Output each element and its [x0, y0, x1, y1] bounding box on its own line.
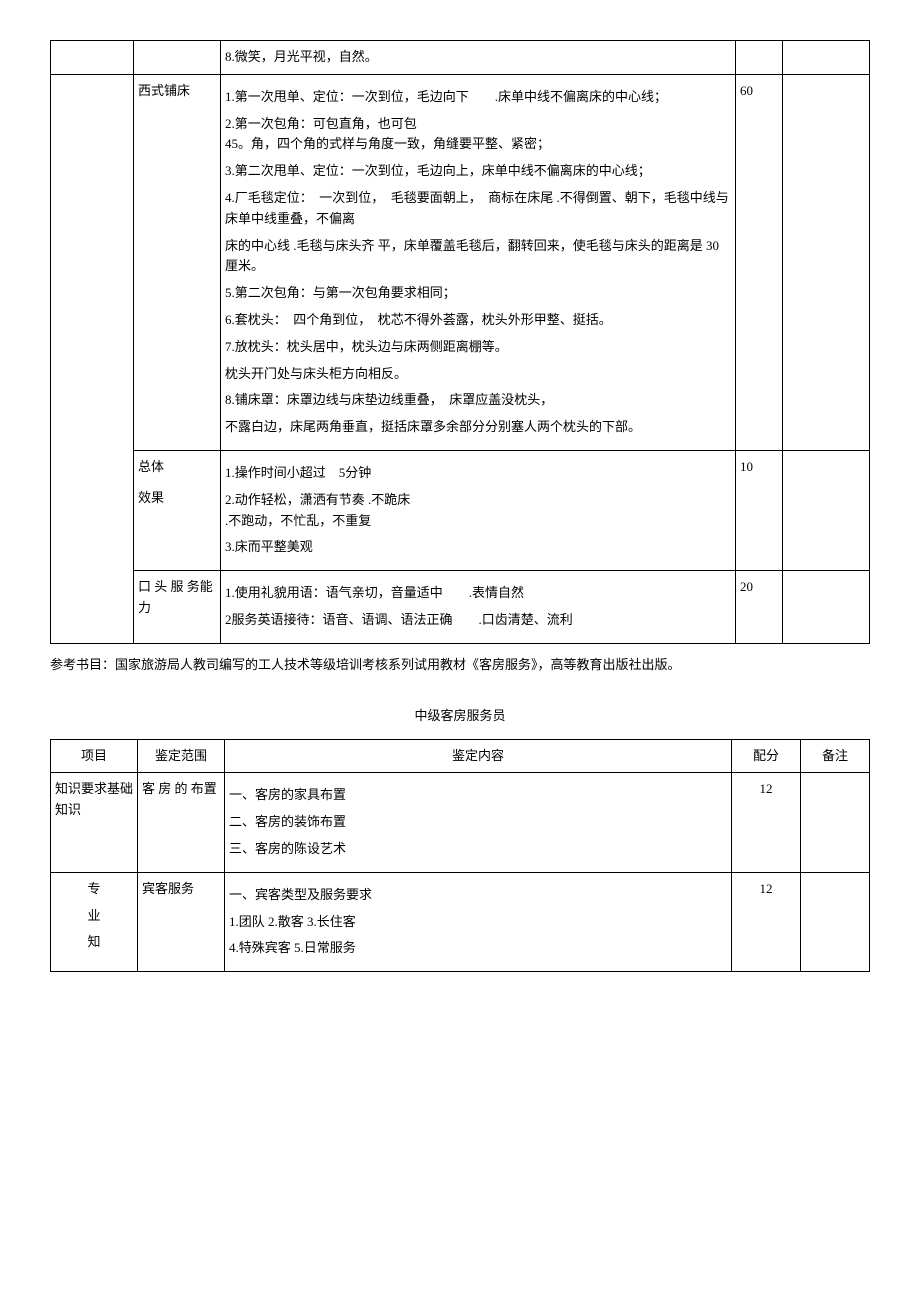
cell-note: [783, 450, 870, 570]
reference-text: 参考书目：国家旅游局人教司编写的工人技术等级培训考核系列试用教材《客房服务》，高…: [50, 654, 870, 676]
sub-line: 总体: [138, 457, 216, 478]
content-line: 3.第二次甩单、定位：一次到位，毛边向上，床单中线不偏离床的中心线；: [225, 161, 731, 182]
cell-note: [783, 571, 870, 644]
content-line: 床的中心线 .毛毯与床头齐 平，床单覆盖毛毯后，翻转回来，使毛毯与床头的距离是 …: [225, 236, 731, 278]
cell-note: [783, 41, 870, 75]
cell-subcategory: 口 头 服 务能力: [134, 571, 221, 644]
cell-note: [783, 74, 870, 450]
sub-line: 效果: [138, 488, 216, 509]
table-header-row: 项目 鉴定范围 鉴定内容 配分 备注: [51, 739, 870, 773]
table-row: 8.微笑，月光平视，自然。: [51, 41, 870, 75]
content-line: 一、客房的家具布置: [229, 785, 727, 806]
header-project: 项目: [51, 739, 138, 773]
content-line: 2.动作轻松，潇洒有节奏 .不跪床 .不跑动，不忙乱，不重复: [225, 490, 731, 532]
content-line: 1.操作时间小超过 5分钟: [225, 463, 731, 484]
cell-subcategory: [134, 41, 221, 75]
cell-category: [51, 74, 134, 643]
content-line: 一、宾客类型及服务要求: [229, 885, 727, 906]
content-line: 8.铺床罩：床罩边线与床垫边线重叠， 床罩应盖没枕头，: [225, 390, 731, 411]
header-content: 鉴定内容: [225, 739, 732, 773]
content-line: 6.套枕头： 四个角到位， 枕芯不得外荟露，枕头外形甲整、挺括。: [225, 310, 731, 331]
cell-content: 1.操作时间小超过 5分钟 2.动作轻松，潇洒有节奏 .不跪床 .不跑动，不忙乱…: [221, 450, 736, 570]
cell-project: 知识要求基础知识: [51, 773, 138, 872]
cell-score: 10: [736, 450, 783, 570]
content-line: 4.特殊宾客 5.日常服务: [229, 938, 727, 959]
proj-line: 专: [55, 879, 133, 900]
content-line: 7.放枕头：枕头居中，枕头边与床两侧距离棚等。: [225, 337, 731, 358]
content-line: 4.厂毛毯定位： 一次到位， 毛毯要面朝上， 商标在床尾 .不得倒置、朝下，毛毯…: [225, 188, 731, 230]
cell-score: 12: [732, 872, 801, 971]
table-row: 口 头 服 务能力 1.使用礼貌用语：语气亲切，音量适中 .表情自然 2服务英语…: [51, 571, 870, 644]
cell-score: 60: [736, 74, 783, 450]
cell-subcategory: 西式铺床: [134, 74, 221, 450]
content-line: 不露白边，床尾两角垂直，挺括床罩多余部分分别塞人两个枕头的下部。: [225, 417, 731, 438]
content-line: 1.第一次甩单、定位：一次到位，毛边向下 .床单中线不偏离床的中心线；: [225, 87, 731, 108]
cell-content: 1.使用礼貌用语：语气亲切，音量适中 .表情自然 2服务英语接待：语音、语调、语…: [221, 571, 736, 644]
section-title: 中级客房服务员: [50, 706, 870, 727]
cell-range: 客 房 的 布置: [138, 773, 225, 872]
table-assessment-2: 项目 鉴定范围 鉴定内容 配分 备注 知识要求基础知识 客 房 的 布置 一、客…: [50, 739, 870, 973]
table-row: 专 业 知 宾客服务 一、宾客类型及服务要求 1.团队 2.散客 3.长住客 4…: [51, 872, 870, 971]
cell-subcategory: 总体 效果: [134, 450, 221, 570]
cell-range: 宾客服务: [138, 872, 225, 971]
content-line: 5.第二次包角：与第一次包角要求相同；: [225, 283, 731, 304]
content-line: 2.第一次包角：可包直角，也可包 45。角，四个角的式样与角度一致，角缝要平整、…: [225, 114, 731, 156]
table-assessment-1: 8.微笑，月光平视，自然。 西式铺床 1.第一次甩单、定位：一次到位，毛边向下 …: [50, 40, 870, 644]
cell-content: 一、宾客类型及服务要求 1.团队 2.散客 3.长住客 4.特殊宾客 5.日常服…: [225, 872, 732, 971]
header-range: 鉴定范围: [138, 739, 225, 773]
header-score: 配分: [732, 739, 801, 773]
cell-content: 1.第一次甩单、定位：一次到位，毛边向下 .床单中线不偏离床的中心线； 2.第一…: [221, 74, 736, 450]
header-note: 备注: [801, 739, 870, 773]
content-line: 8.微笑，月光平视，自然。: [225, 49, 378, 64]
cell-note: [801, 872, 870, 971]
cell-category: [51, 41, 134, 75]
content-line: 枕头开门处与床头柜方向相反。: [225, 364, 731, 385]
cell-project: 专 业 知: [51, 872, 138, 971]
proj-line: 知: [55, 932, 133, 953]
table-row: 西式铺床 1.第一次甩单、定位：一次到位，毛边向下 .床单中线不偏离床的中心线；…: [51, 74, 870, 450]
content-line: 1.团队 2.散客 3.长住客: [229, 912, 727, 933]
table-row: 知识要求基础知识 客 房 的 布置 一、客房的家具布置 二、客房的装饰布置 三、…: [51, 773, 870, 872]
cell-content: 8.微笑，月光平视，自然。: [221, 41, 736, 75]
content-line: 3.床而平整美观: [225, 537, 731, 558]
cell-note: [801, 773, 870, 872]
proj-line: 业: [55, 906, 133, 927]
table-row: 总体 效果 1.操作时间小超过 5分钟 2.动作轻松，潇洒有节奏 .不跪床 .不…: [51, 450, 870, 570]
content-line: 2服务英语接待：语音、语调、语法正确 .口齿清楚、流利: [225, 610, 731, 631]
content-line: 1.使用礼貌用语：语气亲切，音量适中 .表情自然: [225, 583, 731, 604]
cell-score: 20: [736, 571, 783, 644]
cell-content: 一、客房的家具布置 二、客房的装饰布置 三、客房的陈设艺术: [225, 773, 732, 872]
cell-score: [736, 41, 783, 75]
content-line: 二、客房的装饰布置: [229, 812, 727, 833]
cell-score: 12: [732, 773, 801, 872]
content-line: 三、客房的陈设艺术: [229, 839, 727, 860]
